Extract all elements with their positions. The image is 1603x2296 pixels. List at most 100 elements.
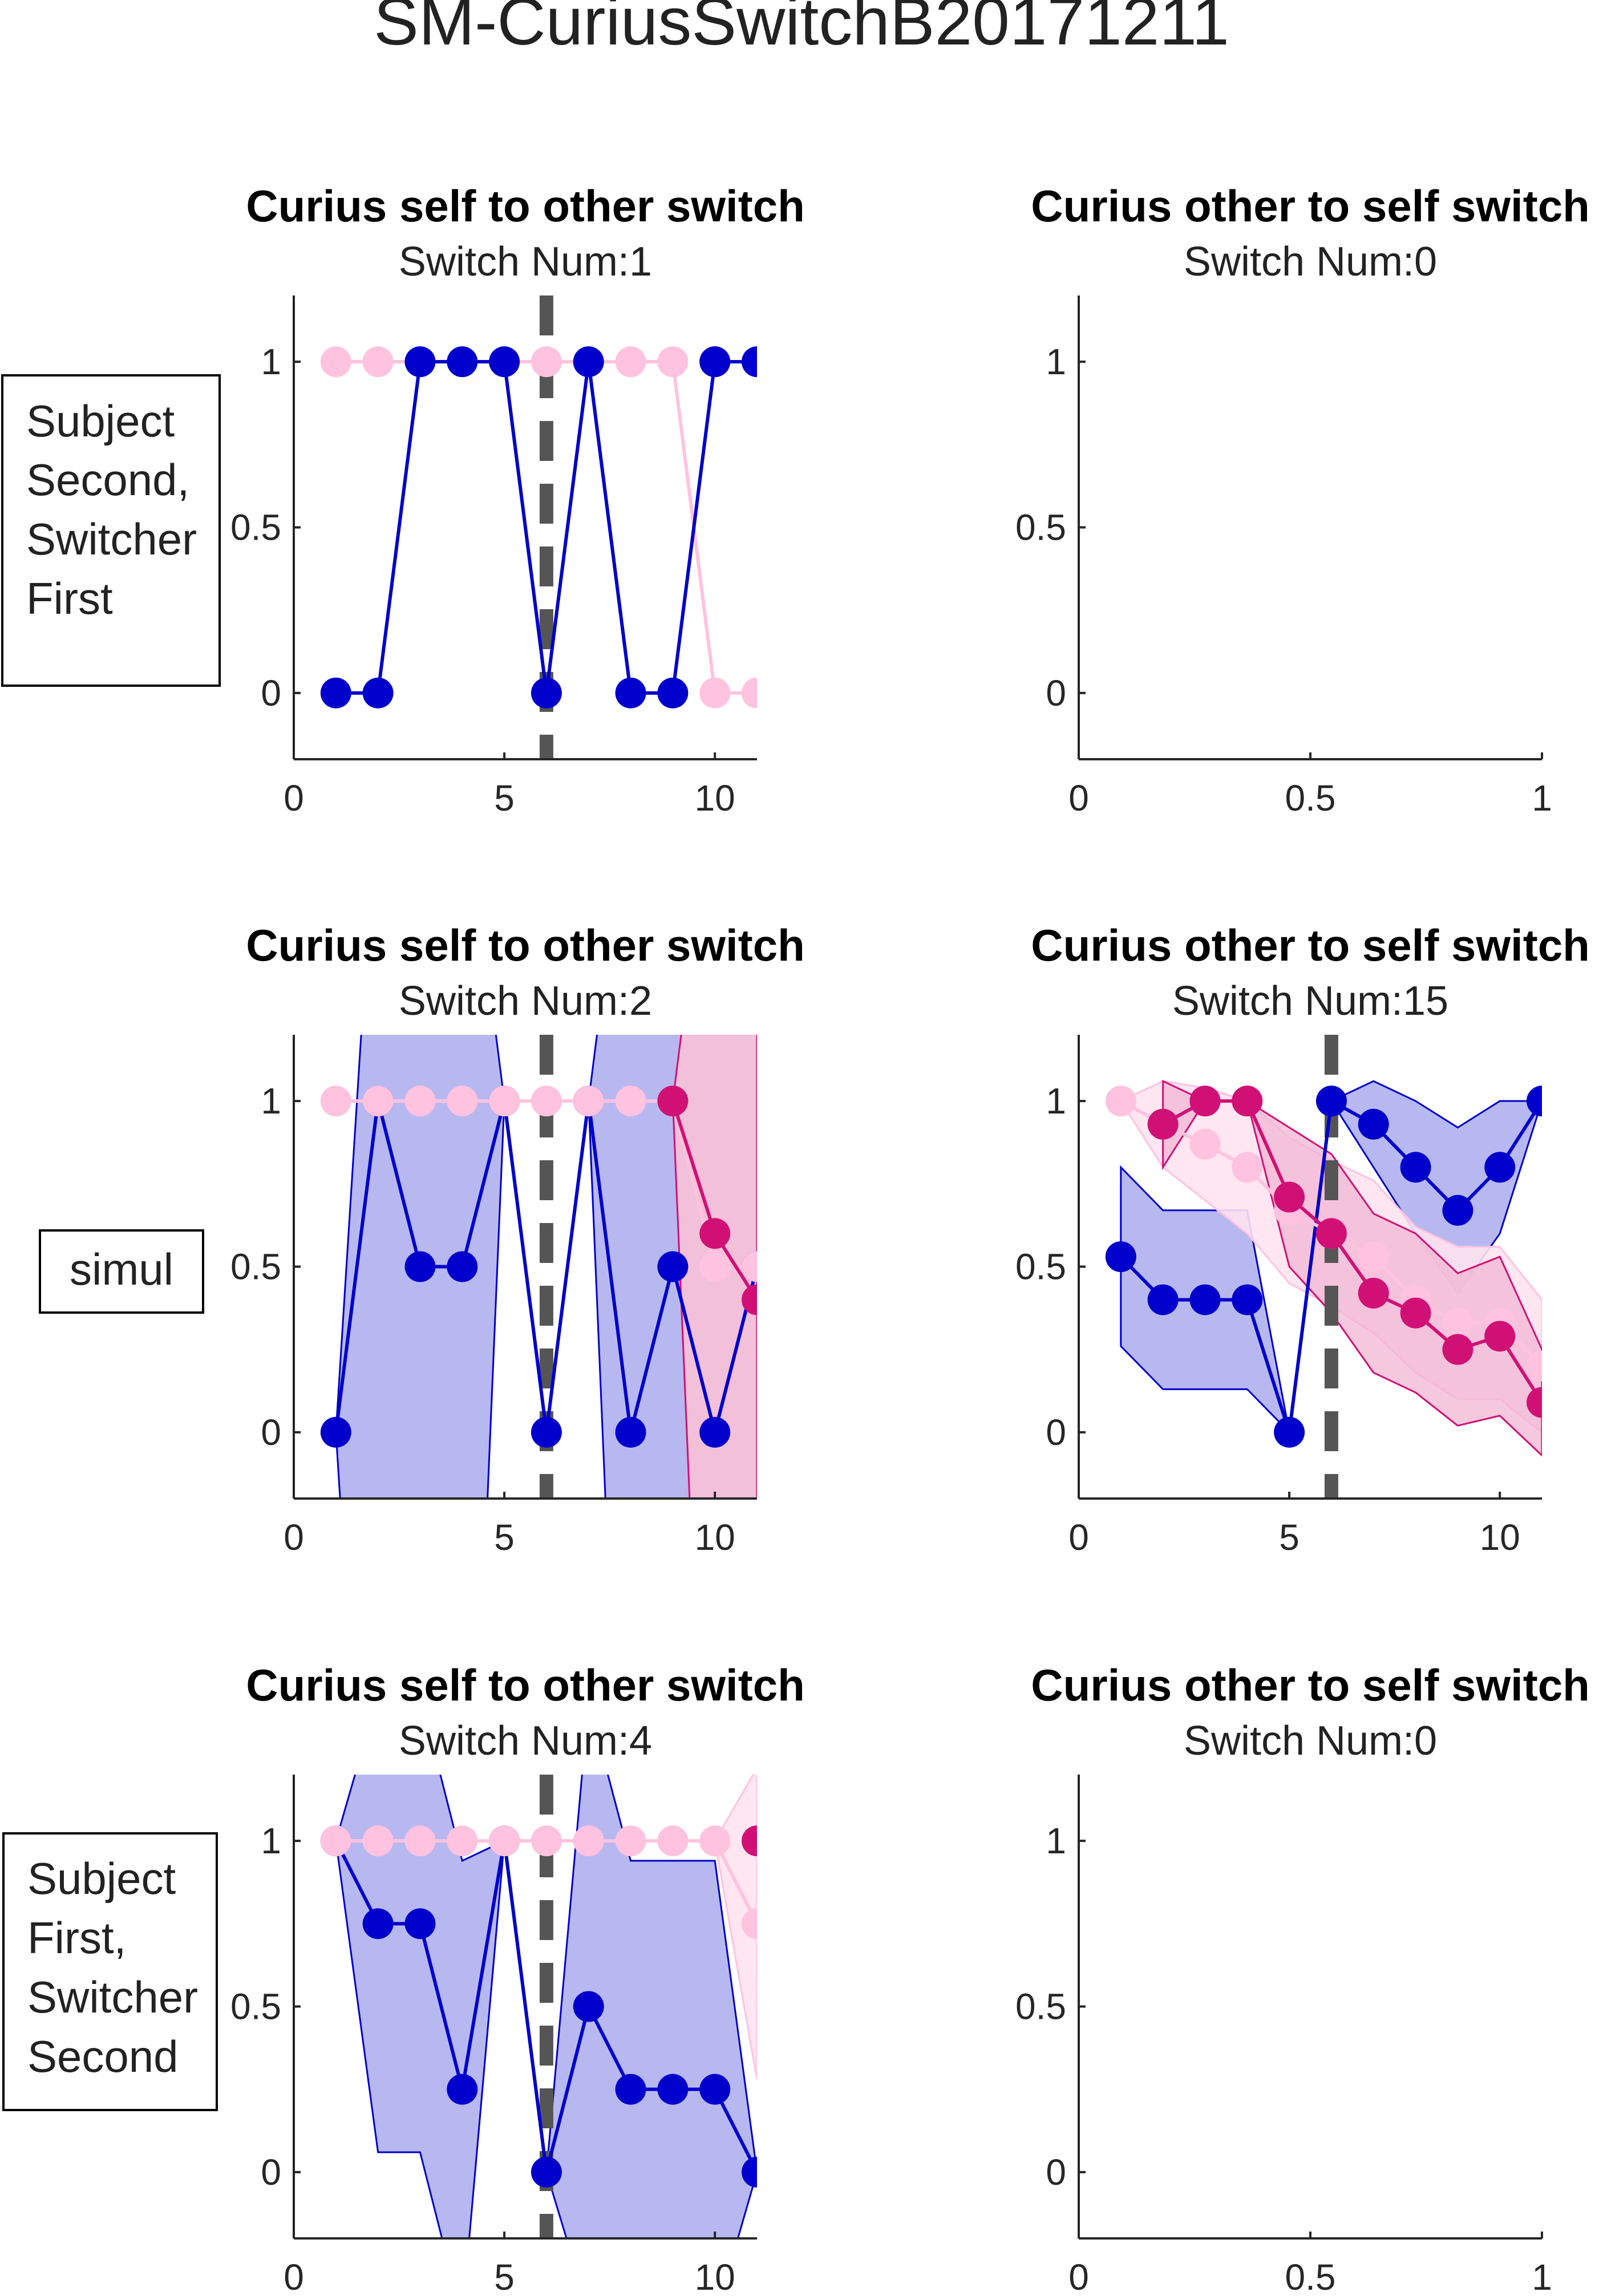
- row-label-box-0: Subject Second, Switcher First: [1, 374, 221, 687]
- y-tick-label: 1: [1046, 1820, 1066, 1861]
- plot-area: [320, 1035, 757, 1499]
- data-point: [699, 346, 731, 378]
- data-point: [1232, 1152, 1263, 1183]
- data-point: [1189, 1128, 1221, 1160]
- data-point: [615, 677, 646, 708]
- y-tick-label: 0.5: [230, 1986, 281, 2027]
- y-tick-label: 0: [261, 1412, 281, 1453]
- chart-title: Curius self to other switch: [246, 181, 804, 231]
- data-point: [573, 1991, 604, 2022]
- data-point: [1442, 1307, 1474, 1339]
- data-point: [1400, 1297, 1431, 1329]
- data-point: [699, 1416, 731, 1448]
- data-point: [1189, 1284, 1221, 1315]
- data-point: [1442, 1334, 1474, 1365]
- chart-subtitle: Switch Num:1: [399, 239, 652, 285]
- data-point: [1358, 1277, 1389, 1309]
- data-point: [1484, 1152, 1516, 1183]
- x-tick-label: 0.5: [1285, 2257, 1336, 2296]
- data-point: [1358, 1241, 1389, 1273]
- data-point: [615, 1086, 646, 1117]
- chart-title: Curius other to self switch: [1031, 920, 1589, 970]
- data-point: [742, 2156, 757, 2188]
- x-tick-label: 0.5: [1285, 778, 1336, 819]
- data-point: [699, 1218, 731, 1249]
- data-point: [404, 346, 436, 378]
- data-point: [615, 1416, 646, 1448]
- data-point: [404, 1251, 436, 1282]
- x-tick-label: 1: [1532, 778, 1552, 819]
- data-point: [742, 1284, 757, 1315]
- data-point: [447, 1086, 478, 1117]
- data-point: [320, 1086, 351, 1117]
- x-tick-label: 0: [1068, 778, 1089, 819]
- chart-panel-3: Curius other to self switch Switch Num:15…: [1015, 920, 1590, 1558]
- data-point: [531, 1825, 562, 1857]
- data-point: [615, 346, 646, 378]
- y-tick-label: 0: [261, 673, 281, 714]
- data-point: [489, 346, 520, 378]
- chart-subtitle: Switch Num:0: [1184, 239, 1437, 285]
- chart-title: Curius other to self switch: [1031, 181, 1589, 231]
- data-point: [447, 1825, 478, 1857]
- data-point: [1274, 1181, 1305, 1213]
- y-tick-label: 1: [261, 1080, 281, 1121]
- data-point: [1527, 1086, 1542, 1117]
- y-tick-label: 1: [261, 1820, 281, 1861]
- row-label-box-1: simul: [39, 1229, 204, 1314]
- chart-subtitle: Switch Num:2: [399, 978, 652, 1024]
- data-point: [1232, 1284, 1263, 1315]
- data-point: [362, 1825, 394, 1857]
- x-tick-label: 1: [1532, 2257, 1552, 2296]
- y-tick-label: 0: [261, 2152, 281, 2193]
- data-point: [489, 1825, 520, 1857]
- x-tick-label: 5: [494, 778, 515, 819]
- x-tick-label: 10: [695, 1517, 735, 1558]
- row-label-line: First,: [27, 1913, 126, 1963]
- chart-panel-5: Curius other to self switch Switch Num:0 0…: [1015, 1660, 1590, 2296]
- data-point: [1400, 1152, 1431, 1183]
- data-point: [573, 346, 604, 378]
- data-point: [657, 346, 689, 378]
- data-point: [1315, 1218, 1347, 1249]
- y-tick-label: 0.5: [1015, 507, 1066, 548]
- y-tick-label: 0: [1046, 1412, 1066, 1453]
- series-band: [335, 1035, 757, 1499]
- data-point: [362, 677, 394, 708]
- y-tick-label: 1: [1046, 341, 1066, 382]
- chart-title: Curius self to other switch: [246, 1660, 804, 1710]
- chart-panel-0: Curius self to other switch Switch Num:1 0…: [230, 181, 805, 819]
- x-tick-label: 10: [695, 2257, 735, 2296]
- data-point: [1358, 1108, 1389, 1140]
- data-point: [362, 1086, 394, 1117]
- data-point: [1484, 1321, 1516, 1352]
- data-point: [362, 346, 394, 378]
- data-point: [573, 1825, 604, 1857]
- data-point: [1527, 1387, 1542, 1418]
- x-tick-label: 5: [494, 1517, 515, 1558]
- data-point: [404, 1908, 436, 1939]
- y-tick-label: 0.5: [230, 1246, 281, 1287]
- row-label-line: Subject: [27, 1853, 176, 1904]
- row-label-line: First: [26, 573, 113, 623]
- chart-panel-1: Curius other to self switch Switch Num:0 0…: [1015, 181, 1590, 819]
- data-point: [615, 1825, 646, 1857]
- x-tick-label: 0: [284, 2257, 304, 2296]
- data-point: [404, 1825, 436, 1857]
- chart-panel-4: Curius self to other switch Switch Num:4 0…: [230, 1660, 805, 2296]
- data-point: [742, 1908, 757, 1939]
- chart-panel-2: Curius self to other switch Switch Num:2 0…: [230, 920, 805, 1558]
- y-tick-label: 1: [1046, 1080, 1066, 1121]
- data-point: [447, 1251, 478, 1282]
- data-point: [1105, 1241, 1136, 1273]
- x-tick-label: 5: [494, 2257, 515, 2296]
- data-point: [573, 1086, 604, 1117]
- data-point: [657, 677, 689, 708]
- data-point: [657, 1251, 689, 1282]
- data-point: [1232, 1086, 1263, 1117]
- series-band: [1162, 1079, 1542, 1457]
- x-tick-label: 0: [284, 778, 304, 819]
- series-band: [335, 1775, 757, 2238]
- x-tick-label: 0: [1068, 2257, 1089, 2296]
